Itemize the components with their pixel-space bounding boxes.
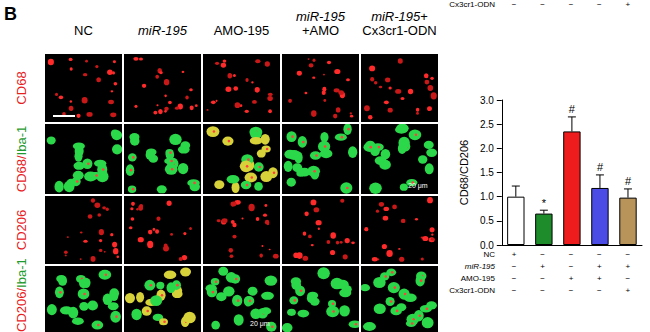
- html-text:CD206/: CD206/: [14, 287, 29, 332]
- html-text:CD206: CD206: [14, 209, 29, 251]
- html-text:Iba-1: Iba-1: [14, 125, 29, 156]
- html-text:Cx3cr1-ODN: Cx3cr1-ODN: [449, 0, 495, 9]
- html-text:miR-195 +: miR-195 +: [371, 9, 428, 24]
- svg-text:0.5: 0.5: [480, 215, 494, 226]
- html-text:Cx3cr1-ODN: Cx3cr1-ODN: [362, 23, 437, 38]
- html-text:20 μm: 20 μm: [408, 182, 428, 189]
- svg-text:#: #: [569, 103, 576, 115]
- svg-text:#: #: [625, 175, 632, 187]
- html-text:20 μm: 20 μm: [250, 320, 270, 327]
- svg-text:0.0: 0.0: [480, 240, 494, 251]
- html-text:AMO-195: AMO-195: [213, 23, 270, 38]
- html-text:NC: NC: [483, 250, 495, 259]
- html-text:miR-195: miR-195: [137, 23, 188, 38]
- svg-text:3.0: 3.0: [480, 95, 494, 106]
- svg-text:CD68/CD206: CD68/CD206: [458, 140, 470, 205]
- svg-text:*: *: [542, 197, 547, 209]
- html-text:AMO-195: AMO-195: [460, 274, 495, 283]
- html-text:NC: NC: [74, 23, 93, 38]
- html-text:Cx3cr1-ODN: Cx3cr1-ODN: [449, 286, 495, 295]
- html-text:+AMO: +AMO: [301, 23, 340, 38]
- svg-text:#: #: [597, 161, 604, 173]
- html-text:miR-195: miR-195: [464, 262, 495, 271]
- svg-text:2.0: 2.0: [480, 143, 494, 154]
- html-text:Iba-1: Iba-1: [14, 258, 29, 288]
- html-text:miR-195: miR-195: [295, 9, 346, 24]
- svg-text:1.0: 1.0: [480, 191, 494, 202]
- html-text:B: B: [4, 4, 17, 24]
- svg-text:1.5: 1.5: [480, 167, 494, 178]
- svg-text:2.5: 2.5: [480, 119, 494, 130]
- html-text:CD68: CD68: [14, 71, 29, 105]
- html-text:CD68/: CD68/: [14, 155, 29, 193]
